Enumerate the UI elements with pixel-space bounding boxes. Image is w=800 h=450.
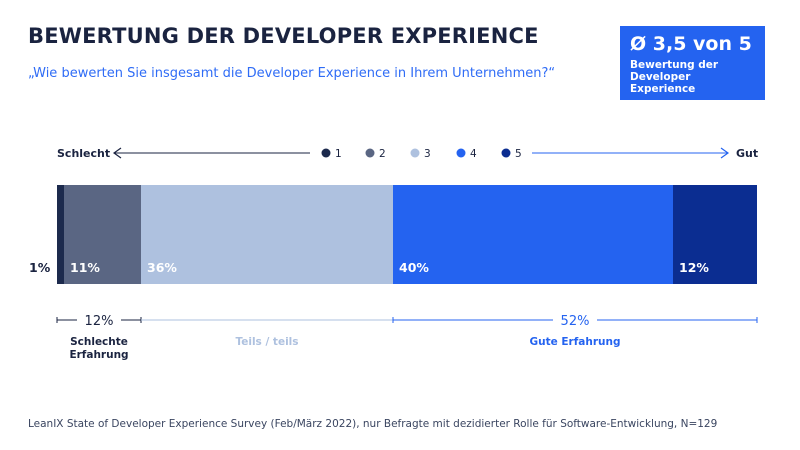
scale-left-arrow-head [112, 147, 122, 159]
legend-label-3: 3 [424, 148, 431, 160]
group-label-0-line1: Schlechte [70, 336, 128, 348]
bar-segment-3 [141, 185, 393, 284]
bar-segment-4 [393, 185, 673, 284]
legend-label-5: 5 [515, 148, 522, 160]
average-rating-caption: Bewertung der Developer Experience [630, 59, 719, 95]
legend-swatch-3 [410, 148, 420, 158]
group-label-1: Teils / teils [235, 336, 298, 348]
chart-subtitle: „Wie bewerten Sie insgesamt die Develope… [28, 66, 556, 81]
group-label-2: Gute Erfahrung [529, 336, 620, 348]
scale-left-label: Schlecht [57, 147, 110, 160]
legend-label-4: 4 [470, 148, 477, 160]
group-value-0: 12% [85, 314, 114, 329]
bar-segment-1 [57, 185, 64, 284]
rating-chart: Schlecht Gut 1 2 3 4 5 1% 11% 36% 40% 12% 12% Schlech… [29, 147, 758, 361]
average-rating-value: Ø 3,5 von 5 [630, 33, 752, 55]
chart-title: BEWERTUNG DER DEVELOPER EXPERIENCE [28, 24, 539, 48]
legend-swatch-2 [365, 148, 375, 158]
bar-label-3: 36% [147, 260, 177, 275]
source-note: LeanIX State of Developer Experience Sur… [28, 418, 718, 430]
scale-right-arrow-head [720, 147, 730, 159]
group-label-0-line2: Erfahrung [69, 349, 128, 361]
bar-label-5: 12% [679, 260, 709, 275]
average-rating-badge: Ø 3,5 von 5 Bewertung der Developer Expe… [620, 26, 765, 100]
legend-label-2: 2 [379, 148, 386, 160]
legend-label-1: 1 [335, 148, 342, 160]
legend-swatch-1 [321, 148, 331, 158]
scale-right-label: Gut [736, 147, 758, 160]
bar-segment-2 [64, 185, 141, 284]
bar-label-1: 1% [29, 260, 51, 275]
bar-label-2: 11% [70, 260, 100, 275]
bar-segment-5 [673, 185, 757, 284]
legend-swatch-4 [456, 148, 466, 158]
group-value-2: 52% [561, 314, 590, 329]
bar-label-4: 40% [399, 260, 429, 275]
legend-swatch-5 [501, 148, 511, 158]
